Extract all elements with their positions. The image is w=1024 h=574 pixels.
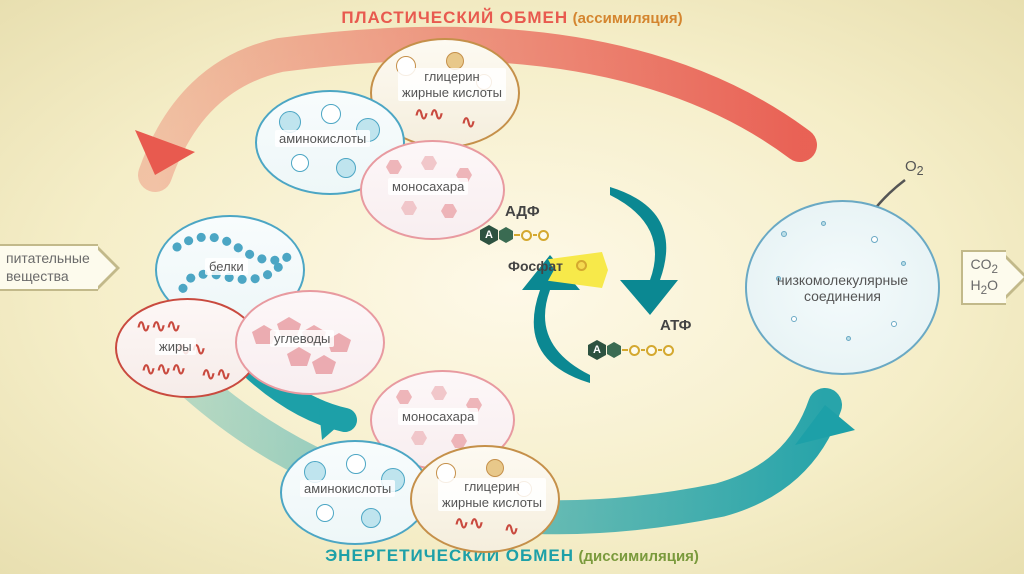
atp-label: АТФ [660,317,691,334]
atp-molecule-icon: A [588,340,674,360]
label-fats: жиры [155,338,196,355]
adp-label: АДФ [505,203,540,220]
nutrients-arrow: питательные вещества [0,244,120,291]
label-glycerol-top: глицерин жирные кислоты [398,68,506,101]
phosphate-icon [576,260,587,271]
label-amino-bottom: аминокислоты [300,480,395,497]
label-mono-top: моносахара [388,178,468,195]
co2-label: CO2 [971,256,999,277]
adenine-icon-2: A [588,340,606,360]
label-glycerol-bottom: глицерин жирные кислоты [438,478,546,511]
label-carbs: углеводы [270,330,334,347]
nutrients-line2: вещества [6,268,90,286]
nutrients-line1: питательные [6,250,90,268]
cell-lowmol: низкомолекулярные соединения [745,200,940,375]
title-top: ПЛАСТИЧЕСКИЙ ОБМЕН (ассимиляция) [341,8,682,28]
label-lowmol: низкомолекулярные соединения [777,272,908,304]
title-bottom-main: ЭНЕРГЕТИЧЕСКИЙ ОБМЕН [325,546,574,565]
label-proteins: белки [205,258,248,275]
title-top-sub: (ассимиляция) [573,10,683,27]
label-mono-bottom: моносахара [398,408,478,425]
title-top-main: ПЛАСТИЧЕСКИЙ ОБМЕН [341,8,568,27]
label-amino-top: аминокислоты [275,130,370,147]
phosphate-label: Фосфат [508,258,563,274]
o2-label: O2 [905,158,924,178]
outputs-arrow: CO2 H2O [961,250,1024,305]
title-bottom-sub: (диссимиляция) [578,548,698,565]
h2o-label: H2O [971,277,999,298]
